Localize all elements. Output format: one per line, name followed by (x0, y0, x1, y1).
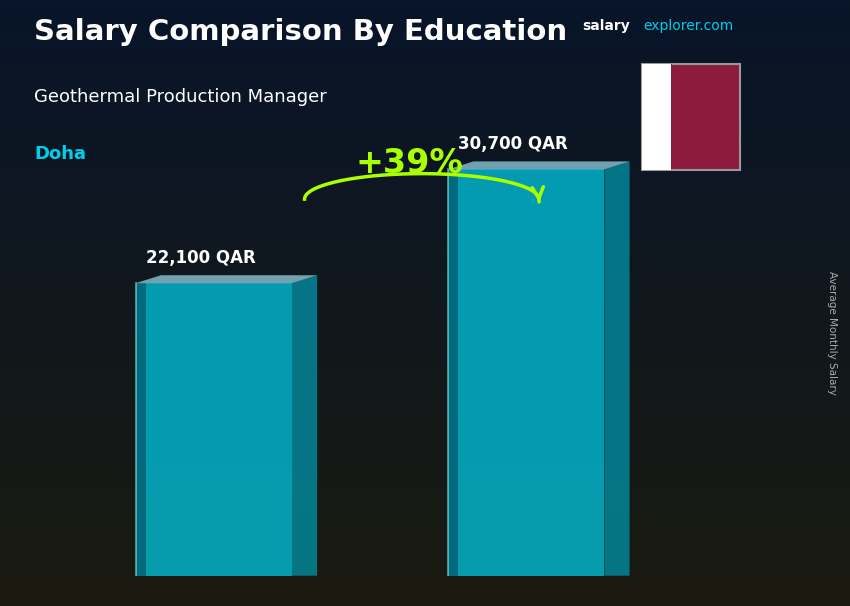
Polygon shape (672, 64, 683, 85)
Polygon shape (136, 283, 292, 576)
Polygon shape (448, 169, 604, 576)
Text: explorer.com: explorer.com (643, 19, 734, 33)
Polygon shape (136, 283, 146, 576)
Polygon shape (292, 275, 317, 576)
Text: Average Monthly Salary: Average Monthly Salary (827, 271, 837, 395)
Text: 22,100 QAR: 22,100 QAR (146, 249, 256, 267)
Text: Geothermal Production Manager: Geothermal Production Manager (34, 88, 326, 106)
Polygon shape (672, 127, 683, 148)
Polygon shape (672, 106, 683, 127)
Polygon shape (448, 161, 630, 169)
Polygon shape (672, 85, 683, 106)
Text: 30,700 QAR: 30,700 QAR (458, 136, 568, 153)
Polygon shape (672, 148, 683, 170)
Polygon shape (604, 161, 630, 576)
Text: Salary Comparison By Education: Salary Comparison By Education (34, 18, 567, 46)
Polygon shape (136, 275, 317, 283)
Text: Doha: Doha (34, 145, 86, 164)
Polygon shape (448, 169, 458, 576)
Bar (642, 64, 672, 170)
Text: salary: salary (582, 19, 630, 33)
Text: +39%: +39% (355, 147, 463, 179)
